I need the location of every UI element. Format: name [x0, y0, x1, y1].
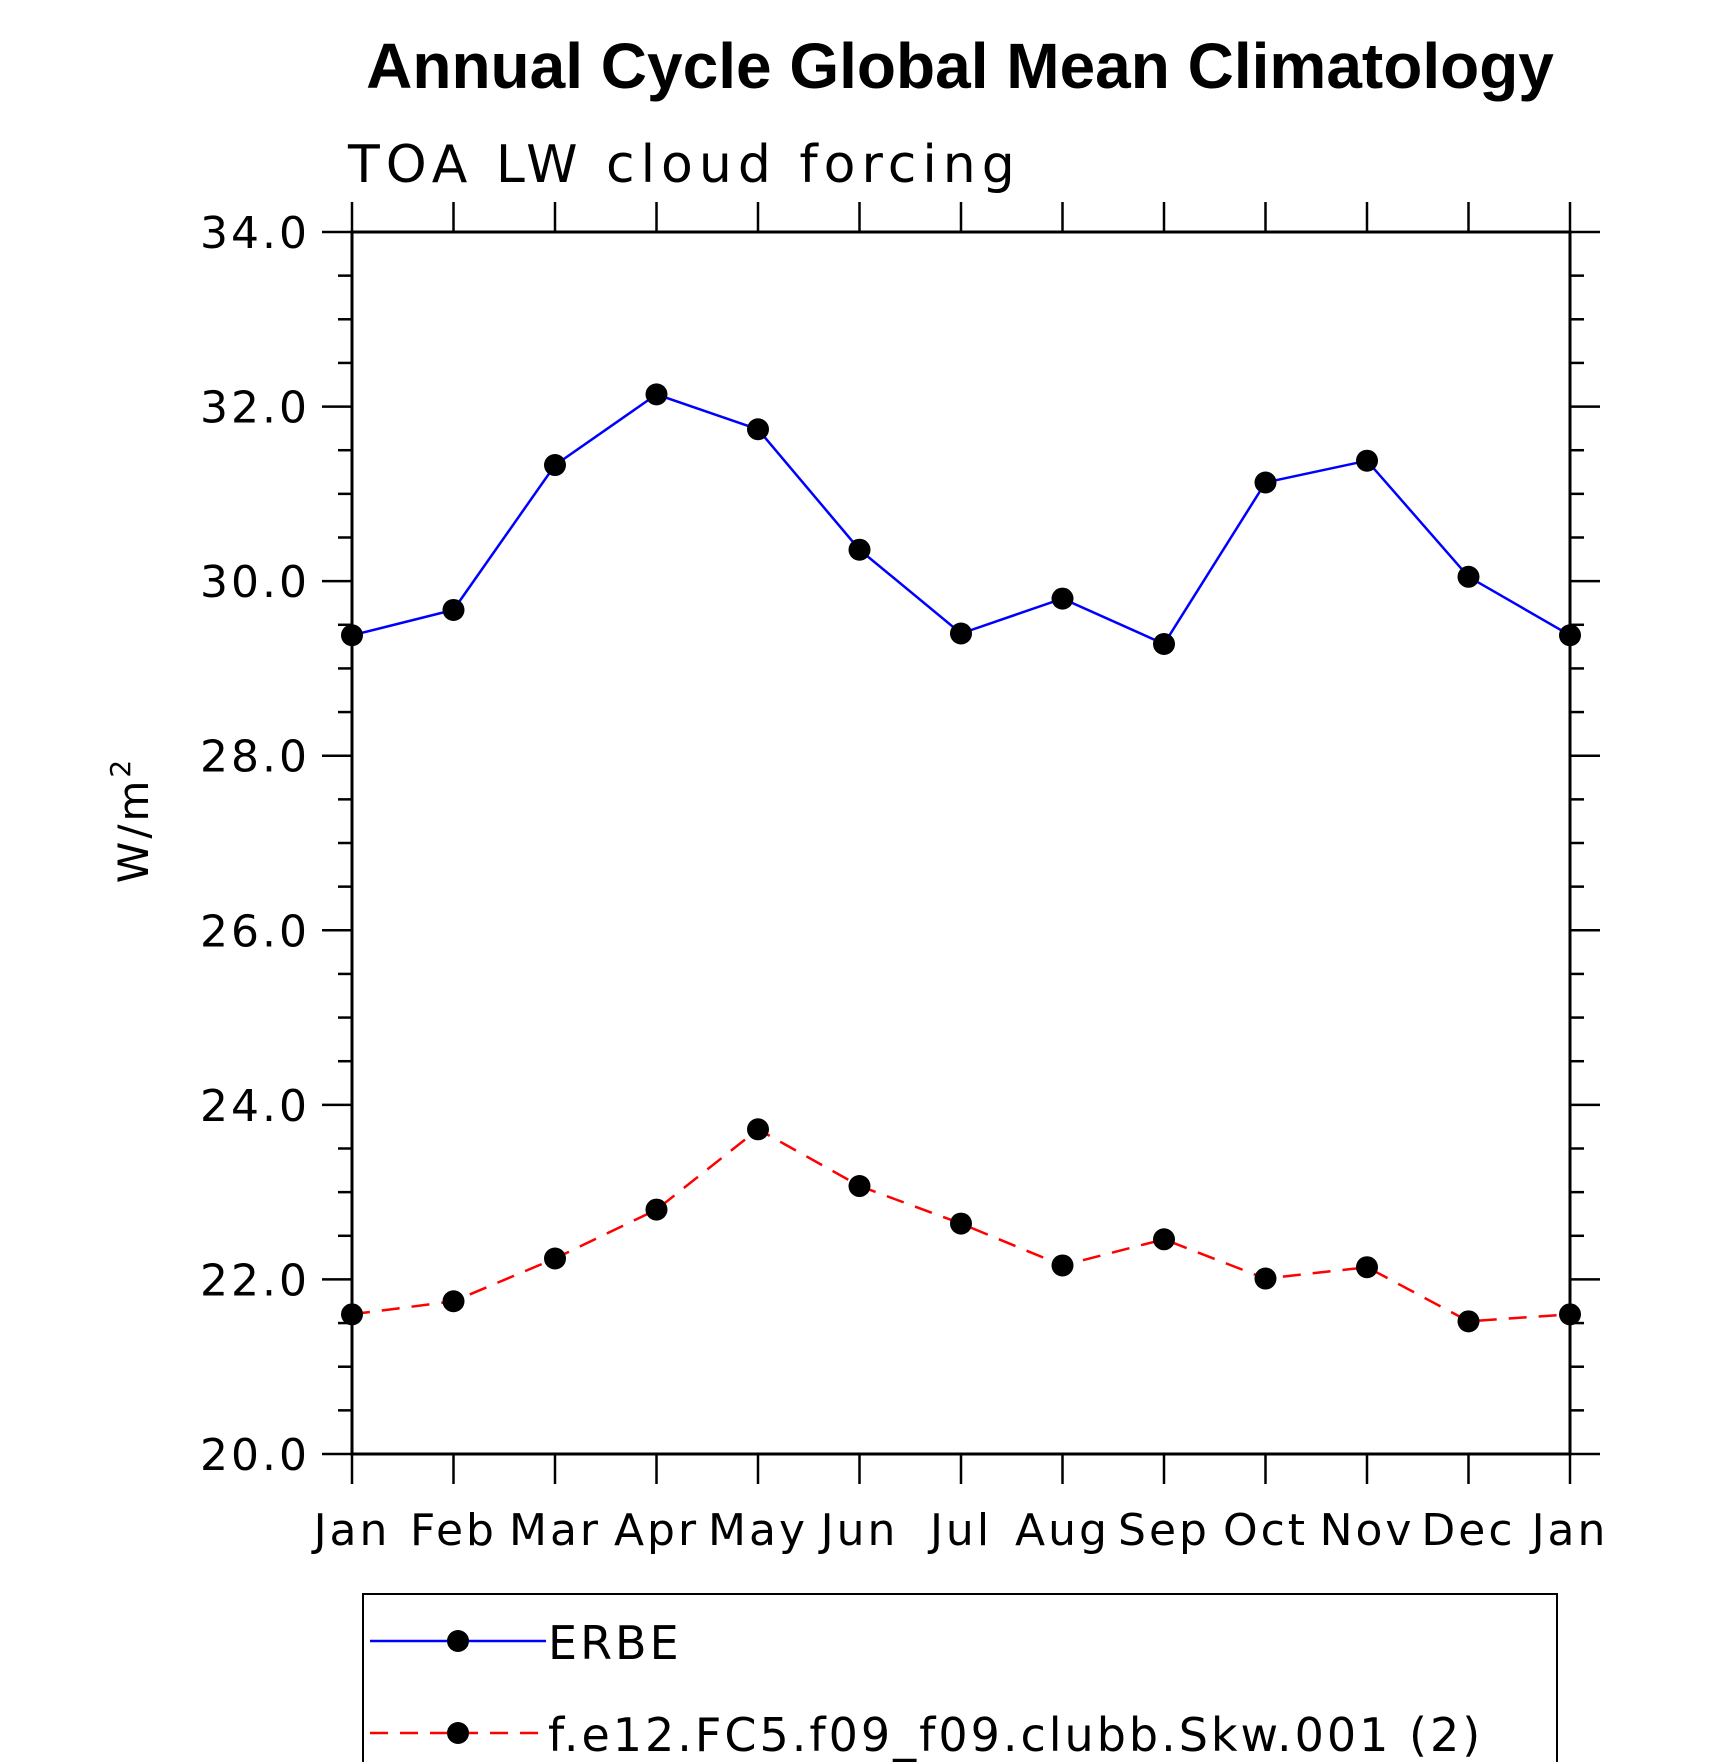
x-tick-label: Jan: [311, 1505, 391, 1556]
series-1-point: [442, 1290, 465, 1313]
legend-label-erbe: ERBE: [548, 1616, 682, 1670]
x-tick-label: Jul: [927, 1505, 992, 1556]
legend-marker-erbe: [447, 1630, 469, 1652]
x-tick-label: Jan: [1529, 1505, 1609, 1556]
series-0-point: [1254, 471, 1277, 494]
x-tick-label: Aug: [1015, 1505, 1110, 1556]
series-0-point: [645, 383, 668, 406]
x-tick-label: Oct: [1223, 1505, 1308, 1556]
series-1-point: [1457, 1310, 1480, 1333]
y-tick-label: 20.0: [200, 1430, 310, 1481]
series-1-point: [1153, 1228, 1175, 1251]
series-0-point: [848, 538, 871, 561]
series-1-point: [544, 1247, 566, 1270]
x-tick-label: Apr: [614, 1505, 699, 1556]
series-1-point: [747, 1118, 769, 1141]
y-tick-label: 28.0: [200, 732, 310, 783]
y-tick-label: 30.0: [200, 557, 310, 608]
y-tick-label: 24.0: [200, 1081, 310, 1132]
axis-ticks: [322, 202, 1600, 1484]
series-line-0: [351, 393, 1571, 646]
x-tick-label: May: [708, 1505, 808, 1556]
y-tick-label: 34.0: [200, 208, 310, 259]
x-tick-label: Jun: [818, 1505, 899, 1556]
legend-box: [362, 1593, 1558, 1762]
series-0-point: [544, 454, 566, 477]
y-tick-label: 26.0: [200, 906, 310, 957]
legend-marker-model: [447, 1722, 469, 1744]
x-tick-label: Sep: [1118, 1505, 1210, 1556]
plot-frame: [350, 230, 1572, 1456]
series-1-point: [1051, 1254, 1074, 1277]
series-0-point: [1153, 632, 1175, 655]
series-markers: [341, 383, 1581, 1333]
legend-label-model: f.e12.FC5.f09_f09.clubb.Skw.001 (2): [548, 1708, 1483, 1762]
chart-subtitle: TOA LW cloud forcing: [347, 135, 1021, 195]
y-axis-label-superscript: 2: [104, 757, 137, 778]
series-0-point: [1051, 587, 1074, 610]
legend: ERBE f.e12.FC5.f09_f09.clubb.Skw.001 (2): [362, 1593, 1558, 1762]
series-1-point: [1254, 1267, 1277, 1290]
series-0-point: [1457, 565, 1480, 588]
series-lines: [351, 393, 1571, 1323]
y-tick-label: 32.0: [200, 383, 310, 434]
series-1-point: [950, 1212, 972, 1235]
x-tick-label: Mar: [509, 1505, 601, 1556]
y-tick-label: 22.0: [200, 1255, 310, 1306]
y-axis-label-text: W/m: [109, 778, 158, 884]
y-axis-label: W/m2: [104, 757, 158, 883]
series-1-point: [848, 1175, 871, 1198]
series-1-point: [1356, 1256, 1378, 1279]
x-tick-label: Nov: [1320, 1505, 1415, 1556]
chart-title: Annual Cycle Global Mean Climatology: [366, 30, 1554, 102]
x-tick-label: Dec: [1421, 1505, 1515, 1556]
series-1-point: [645, 1198, 668, 1221]
series-0-point: [950, 622, 972, 645]
x-tick-label: Feb: [410, 1505, 497, 1556]
svg-text:W/m2: W/m2: [104, 757, 158, 883]
series-0-point: [747, 418, 769, 441]
series-0-point: [1356, 449, 1378, 472]
series-0-point: [442, 598, 465, 621]
